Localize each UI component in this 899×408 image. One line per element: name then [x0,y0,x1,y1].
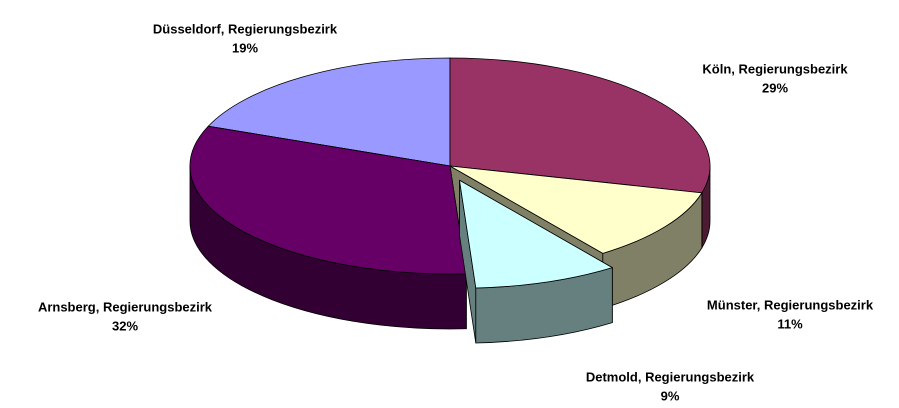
slice-label: Köln, Regierungsbezirk [702,61,848,76]
slice-label: Detmold, Regierungsbezirk [586,369,755,384]
slice [189,125,467,275]
slice-label: Münster, Regierungsbezirk [707,297,874,312]
slice-label: Düsseldorf, Regierungsbezirk [153,21,338,36]
slice [449,57,711,194]
slice [449,165,703,254]
slice-value-label: 9% [661,388,680,403]
slice-value-label: 29% [762,80,788,95]
slice [207,57,451,167]
slice [459,179,613,289]
slice-value-label: 11% [777,316,803,331]
slice-value-label: 32% [112,318,138,333]
slice-label: Arnsberg, Regierungsbezirk [38,299,213,314]
slice-value-label: 19% [232,40,258,55]
